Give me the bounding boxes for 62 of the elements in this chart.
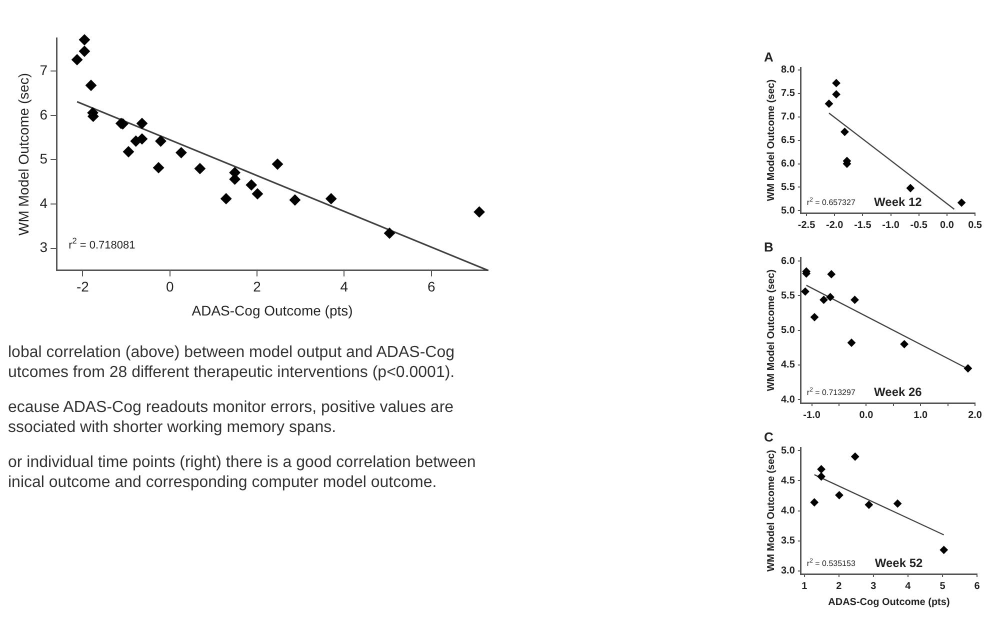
x-tick-label: 2.0 xyxy=(968,410,982,421)
x-tick-label: 4 xyxy=(905,580,912,592)
x-tick-label: 0.0 xyxy=(859,410,874,421)
text: or individual time points (right) there is a good correlation between xyxy=(8,454,476,472)
x-tick-label: 1 xyxy=(802,580,808,592)
y-tick-label: 5.0 xyxy=(780,325,796,336)
x-tick-label: -2 xyxy=(76,278,90,295)
y-tick-label: 5.0 xyxy=(780,205,796,216)
x-tick-label: -0.5 xyxy=(910,220,928,231)
chart-title: B xyxy=(764,239,774,254)
x-tick-label: 1.0 xyxy=(914,410,928,421)
y-tick-label: 3.0 xyxy=(780,566,796,577)
y-tick-label: 3 xyxy=(40,239,48,256)
y-tick-label: 4.0 xyxy=(780,394,796,406)
x-tick-label: 3 xyxy=(870,580,877,592)
text: ssociated with shorter working memory spans. xyxy=(8,419,336,437)
y-axis-title: WM Model Outcome (sec) xyxy=(766,269,777,392)
x-tick-label: 2 xyxy=(253,278,262,295)
y-tick-label: 5.5 xyxy=(780,290,796,302)
x-tick-label: -2.0 xyxy=(826,220,844,231)
text: inical outcome and corresponding computer model outcome. xyxy=(8,474,437,492)
x-tick-label: 4 xyxy=(340,278,348,295)
x-tick-label: -1.0 xyxy=(803,410,821,421)
annotation: Week 52 xyxy=(874,556,923,570)
text: ecause ADAS-Cog readouts monitor errors, positive values are xyxy=(8,399,454,417)
y-tick-label: 6.0 xyxy=(780,256,796,267)
y-tick-label: 8.0 xyxy=(780,64,796,76)
x-tick-label: -2.5 xyxy=(798,220,816,231)
x-axis-title: ADAS-Cog Outcome (pts) xyxy=(192,302,353,318)
y-tick-label: 4.0 xyxy=(780,506,796,517)
x-tick-label: 6 xyxy=(427,278,436,295)
y-tick-label: 4.5 xyxy=(780,360,796,371)
x-tick-label: 0.5 xyxy=(968,220,982,231)
x-tick-label: -1.5 xyxy=(854,220,872,231)
annotation: Week 26 xyxy=(874,385,922,399)
x-tick-label: 6 xyxy=(974,580,980,592)
annotation: Week 12 xyxy=(874,195,922,209)
y-tick-label: 4 xyxy=(40,194,48,211)
chart-title: A xyxy=(764,49,774,64)
y-tick-label: 5 xyxy=(40,150,48,167)
text: lobal correlation (above) between model output and ADAS-Cog xyxy=(8,344,454,362)
y-tick-label: 5.0 xyxy=(780,445,796,456)
y-tick-label: 6.5 xyxy=(780,135,796,146)
y-axis-title: WM Model Outcome (sec) xyxy=(15,72,32,236)
x-tick-label: 2 xyxy=(836,580,842,592)
chart-title: C xyxy=(764,429,774,444)
y-axis-title: WM Model Outcome (sec) xyxy=(766,79,777,202)
y-tick-label: 7.0 xyxy=(780,112,796,123)
y-tick-label: 5.5 xyxy=(780,182,796,193)
y-tick-label: 7.5 xyxy=(780,88,796,100)
y-tick-label: 7 xyxy=(40,62,48,78)
y-axis-title: WM Model Outcome (sec) xyxy=(766,450,777,572)
y-tick-label: 3.5 xyxy=(780,536,796,547)
y-tick-label: 4.5 xyxy=(780,475,796,486)
x-tick-label: 0 xyxy=(166,278,174,295)
y-tick-label: 6 xyxy=(40,106,48,122)
x-tick-label: 0.0 xyxy=(940,220,954,231)
x-tick-label: -1.0 xyxy=(882,220,900,231)
x-tick-label: 5 xyxy=(940,580,946,592)
x-axis-title: ADAS-Cog Outcome (pts) xyxy=(828,596,950,608)
text: utcomes from 28 different therapeutic interventions (p<0.0001). xyxy=(8,364,455,382)
y-tick-label: 6.0 xyxy=(780,158,796,170)
